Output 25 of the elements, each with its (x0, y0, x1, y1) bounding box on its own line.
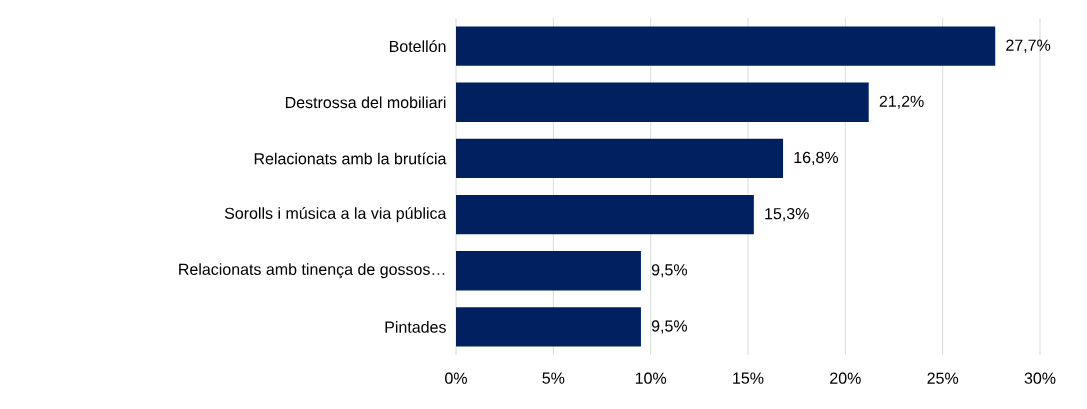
data-label: 9,5% (651, 320, 688, 334)
data-label: 21,2% (879, 95, 924, 109)
y-tick-label: Sorolls i música a la via pública (224, 207, 447, 223)
bar (456, 26, 996, 66)
x-tick-label: 5% (542, 372, 565, 384)
data-label: 15,3% (765, 207, 809, 222)
y-tick-label: Destrossa del mobiliari (285, 96, 446, 109)
y-tick-label: Relacionats amb tinença de gossos… (179, 263, 445, 279)
bar (456, 194, 754, 235)
bar (456, 138, 784, 179)
y-tick-label: Relacionats amb la brutícia (254, 152, 447, 165)
bar (456, 307, 641, 347)
x-tick-label: 25% (927, 372, 959, 384)
x-tick-label: 20% (830, 372, 861, 384)
x-tick-label: 10% (635, 372, 667, 384)
x-tick-label: 15% (733, 372, 764, 384)
bar (456, 251, 641, 291)
x-tick-label: 0% (445, 372, 467, 384)
x-tick-label: 30% (1024, 372, 1056, 384)
data-label: 9,5% (651, 264, 688, 278)
data-label: 16,8% (794, 151, 839, 166)
y-tick-label: Pintades (385, 321, 446, 333)
bar (456, 82, 869, 122)
data-label: 27,7% (1006, 39, 1051, 53)
y-tick-label: Botellón (389, 40, 446, 53)
